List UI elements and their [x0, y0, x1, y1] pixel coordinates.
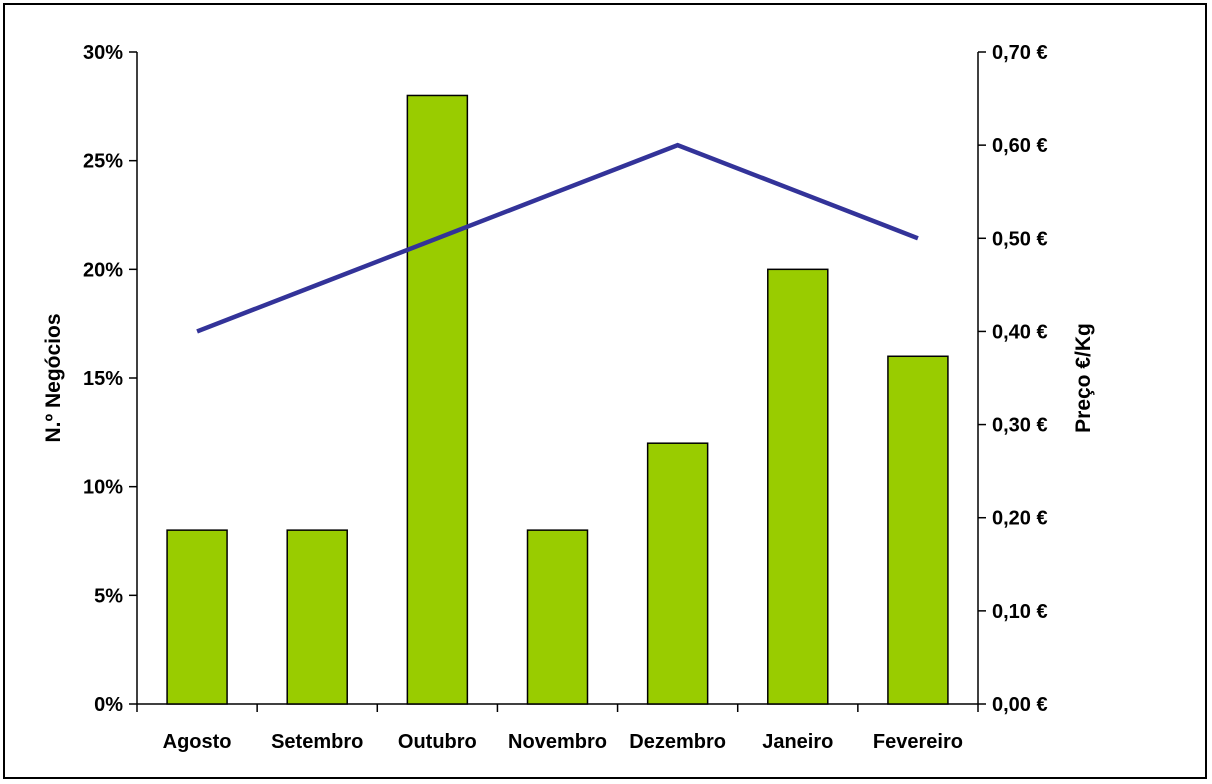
y-left-tick-label: 30% — [83, 42, 123, 64]
y-axis-left-title: N.º Negócios — [42, 313, 65, 442]
tick-labels: 0% 5% 10% 15% 20% 25% 30% 0,00 € 0,10 € 0,20 € 0,3… — [83, 42, 1048, 753]
price-line — [196, 142, 919, 334]
y-right-tick-label: 0,40 € — [992, 321, 1048, 343]
y-right-tick-label: 0,20 € — [992, 508, 1048, 530]
x-tick-label: Fevereiro — [873, 731, 963, 753]
x-tick-label: Setembro — [271, 731, 363, 753]
bar — [286, 529, 348, 705]
x-tick-label: Dezembro — [629, 731, 726, 753]
y-right-tick-label: 0,50 € — [992, 228, 1048, 250]
bar — [526, 529, 589, 705]
y-axis-right-title: Preço €/Kg — [1072, 323, 1095, 433]
y-left-tick-label: 20% — [83, 259, 123, 281]
y-left-tick-label: 5% — [94, 585, 123, 607]
bar — [887, 355, 949, 705]
bar-series — [166, 94, 949, 705]
y-right-tick-label: 0,60 € — [992, 135, 1048, 157]
axes — [129, 51, 986, 712]
bar — [166, 529, 228, 705]
x-tick-label: Janeiro — [762, 731, 833, 753]
x-tick-label: Outubro — [398, 731, 477, 753]
x-tick-label: Novembro — [508, 731, 607, 753]
bar — [646, 442, 709, 705]
y-left-tick-label: 10% — [83, 477, 123, 499]
y-left-tick-label: 0% — [94, 694, 123, 716]
y-left-tick-label: 15% — [83, 368, 123, 390]
y-right-tick-label: 0,00 € — [992, 694, 1048, 716]
bar — [406, 94, 469, 705]
y-right-tick-label: 0,30 € — [992, 415, 1048, 437]
bar — [767, 268, 829, 705]
y-left-tick-label: 25% — [83, 151, 123, 173]
line-series — [196, 142, 919, 334]
y-right-tick-label: 0,70 € — [992, 42, 1048, 64]
x-tick-label: Agosto — [163, 731, 232, 753]
y-right-tick-label: 0,10 € — [992, 601, 1048, 623]
